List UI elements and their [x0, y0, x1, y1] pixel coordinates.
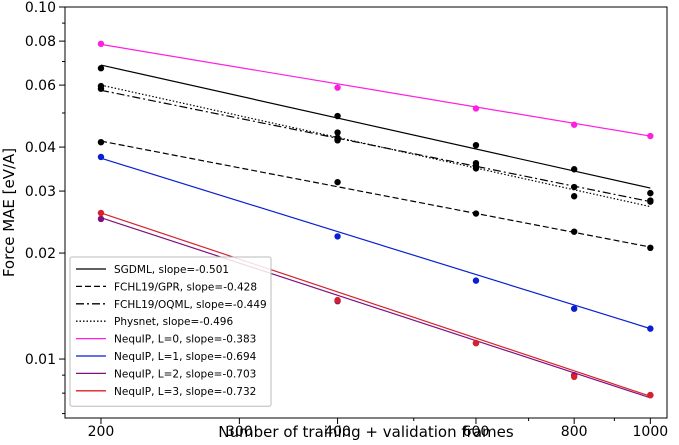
- y-axis-label: Force MAE [eV/A]: [0, 148, 18, 277]
- y-tick-label: 0.10: [25, 0, 56, 16]
- data-point-series-0: [472, 141, 480, 149]
- data-point-series-1: [570, 228, 578, 235]
- legend-label: FCHL19/GPR, slope=-0.428: [114, 281, 257, 293]
- legend-label: SGDML, slope=-0.501: [114, 264, 229, 276]
- data-point-series-1: [97, 138, 105, 146]
- x-tick-label: 200: [88, 424, 115, 440]
- y-tick-label: 0.06: [25, 78, 56, 94]
- data-point-series-4: [334, 84, 341, 91]
- data-point-series-5: [334, 233, 341, 240]
- y-tick-label: 0.08: [25, 34, 56, 50]
- data-point-series-4: [647, 132, 654, 140]
- data-point-series-7: [334, 296, 341, 304]
- fit-line-series-4: [100, 43, 651, 137]
- data-point-series-7: [97, 209, 105, 217]
- data-point-series-7: [570, 373, 578, 381]
- fit-line-series-7: [100, 212, 651, 397]
- data-point-series-0: [334, 112, 341, 120]
- x-tick-label: 400: [324, 424, 351, 440]
- x-tick-label: 1000: [633, 424, 669, 440]
- fit-line-series-1: [100, 140, 651, 248]
- data-point-series-0: [570, 166, 578, 173]
- x-axis-label: Number of training + validation frames: [218, 423, 514, 441]
- fit-line-series-3: [100, 84, 651, 208]
- data-point-series-4: [472, 105, 480, 112]
- data-point-series-2: [570, 193, 578, 200]
- data-point-series-0: [334, 129, 341, 136]
- data-point-series-3: [334, 136, 341, 143]
- data-point-series-7: [472, 339, 480, 347]
- y-tick-label: 0.01: [25, 352, 56, 368]
- data-point-series-5: [570, 305, 578, 312]
- data-point-series-6: [97, 215, 105, 223]
- data-point-series-5: [472, 277, 480, 284]
- legend-label: NequIP, L=3, slope=-0.732: [114, 386, 256, 398]
- y-tick-label: 0.04: [25, 140, 56, 156]
- data-point-series-5: [97, 153, 105, 161]
- fit-line-series-5: [100, 157, 651, 330]
- legend-label: NequIP, L=1, slope=-0.694: [114, 351, 257, 363]
- legend-label: NequIP, L=2, slope=-0.703: [114, 368, 256, 380]
- legend-box: [69, 256, 272, 407]
- data-point-series-1: [647, 244, 654, 252]
- legend-label: FCHL19/OQML, slope=-0.449: [114, 299, 267, 311]
- x-tick-label: 800: [561, 424, 588, 440]
- data-point-series-7: [647, 391, 654, 399]
- x-tick-label: 600: [463, 424, 490, 440]
- data-point-series-5: [647, 325, 654, 332]
- fit-line-series-6: [100, 217, 651, 399]
- data-point-series-4: [570, 121, 578, 128]
- fit-line-series-2: [100, 89, 651, 203]
- data-point-series-3: [97, 82, 105, 90]
- data-point-series-0: [647, 189, 654, 197]
- data-point-series-1: [334, 178, 341, 186]
- data-point-series-3: [472, 165, 480, 172]
- legend-label: NequIP, L=0, slope=-0.383: [114, 334, 256, 346]
- data-point-series-4: [97, 40, 105, 48]
- x-tick-label: 300: [226, 424, 253, 440]
- legend-label: Physnet, slope=-0.496: [114, 316, 233, 328]
- fit-line-series-0: [100, 64, 651, 189]
- data-point-series-0: [97, 65, 105, 72]
- data-point-series-3: [570, 183, 578, 191]
- y-tick-label: 0.02: [25, 246, 56, 262]
- data-point-series-3: [647, 197, 654, 204]
- y-tick-label: 0.03: [25, 184, 56, 200]
- data-point-series-1: [472, 210, 480, 217]
